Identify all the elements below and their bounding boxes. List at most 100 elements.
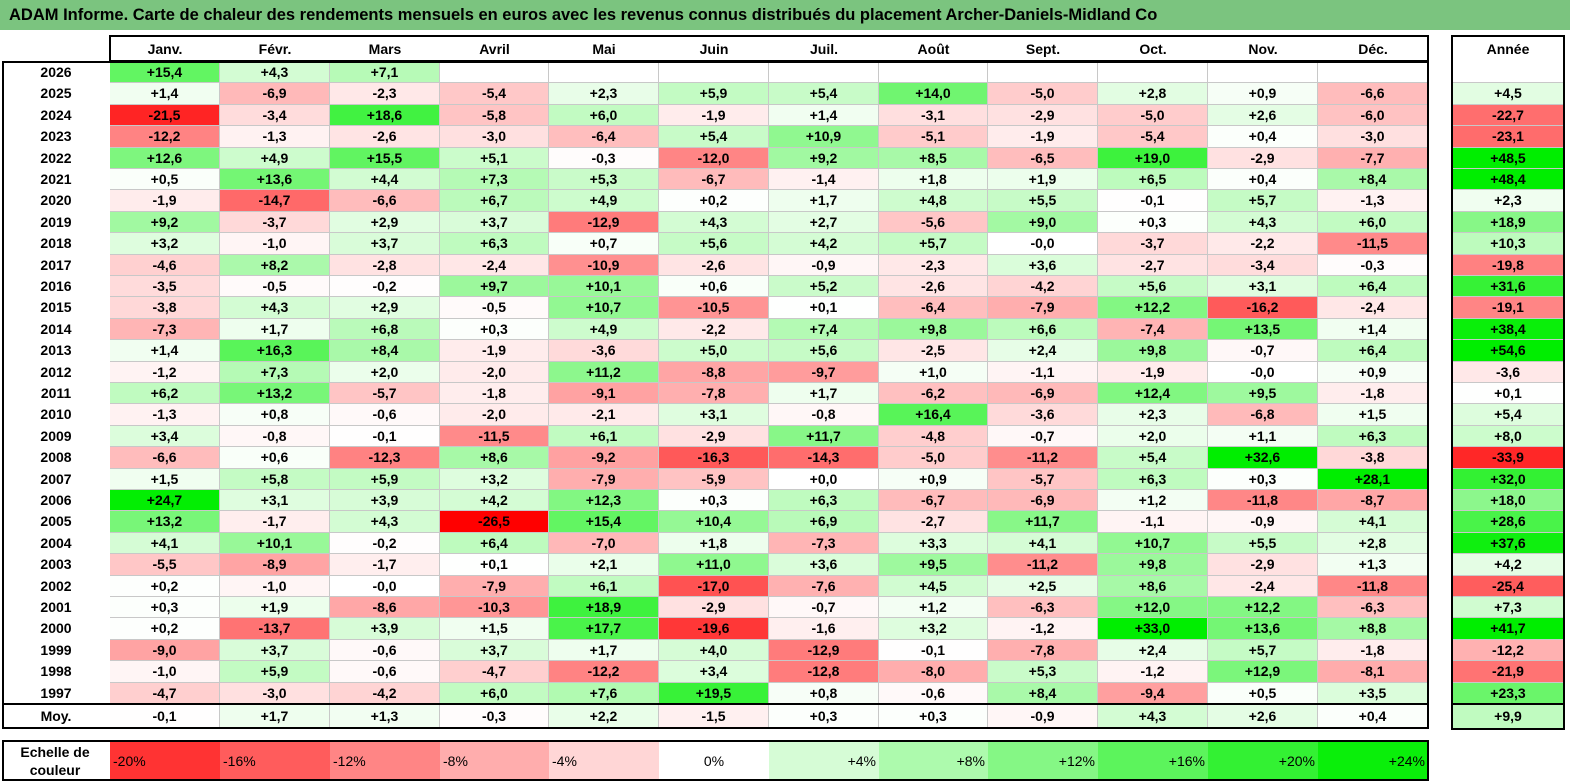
heatmap-cell: -0,6 [330,661,440,683]
heatmap-cell: -2,5 [879,340,988,362]
heatmap-cell: +10,7 [549,297,659,319]
heatmap-cell: +1,7 [549,639,659,662]
heatmap-cell: -11,8 [1318,575,1428,597]
heatmap-cell: +1,7 [769,190,879,212]
color-scale-step: +24% [1318,741,1428,781]
heatmap-cell: -3,6 [988,404,1098,426]
heatmap-cell: -0,1 [1098,190,1208,212]
row-year-label: 2015 [2,297,110,319]
year-total-cell: +8,0 [1452,425,1564,448]
heatmap-cell: +1,3 [1318,554,1428,576]
row-year-label: 2004 [2,532,110,555]
month-header: Août [879,36,988,62]
heatmap-cell: +3,1 [1208,276,1318,298]
heatmap-cell: +24,7 [110,490,220,512]
heatmap-cell: -16,2 [1208,297,1318,319]
heatmap-cell: +12,6 [110,147,220,169]
year-total-cell: -23,1 [1452,126,1564,148]
heatmap-cell: +13,6 [220,169,330,191]
year-total-cell: -25,4 [1452,575,1564,597]
heatmap-cell: -12,3 [330,447,440,469]
heatmap-cell: -1,9 [988,126,1098,148]
heatmap-cell: +3,7 [440,211,549,234]
row-year-label: 2011 [2,383,110,405]
average-cell: +0,3 [879,704,988,729]
heatmap-cell: -26,5 [440,511,549,533]
heatmap-cell: +13,2 [220,383,330,405]
heatmap-cell: -2,3 [330,83,440,105]
heatmap-cell: +5,6 [769,340,879,362]
heatmap-cell: -6,6 [1318,83,1428,105]
heatmap-cell: +11,7 [769,425,879,448]
year-total-cell: -12,2 [1452,639,1564,662]
heatmap-cell: -11,5 [440,425,549,448]
heatmap-cell: -0,6 [879,682,988,704]
heatmap-cell: +4,3 [220,297,330,319]
heatmap-cell: +14,0 [879,83,988,105]
heatmap-cell: -6,0 [1318,104,1428,127]
heatmap-cell: -0,6 [330,639,440,662]
heatmap-cell: +3,1 [220,490,330,512]
month-header: Mars [330,36,440,62]
heatmap-cell: -7,3 [769,532,879,555]
heatmap-cell: +2,9 [330,211,440,234]
heatmap-cell: +7,3 [220,361,330,383]
heatmap-cell: +3,4 [659,661,769,683]
heatmap-cell: -6,2 [879,383,988,405]
heatmap-cell: -2,9 [988,104,1098,127]
heatmap-cell: -3,7 [1098,233,1208,255]
heatmap-cell: -2,8 [330,254,440,276]
heatmap-cell: -0,1 [330,425,440,448]
color-scale-step: -20% [110,741,220,781]
heatmap-cell: -11,5 [1318,233,1428,255]
heatmap-cell: +8,5 [879,147,988,169]
heatmap-cell: -9,1 [549,383,659,405]
heatmap-cell: +3,1 [659,404,769,426]
heatmap-cell: +0,3 [110,597,220,619]
heatmap-cell: +7,1 [330,62,440,84]
heatmap-cell: +1,9 [220,597,330,619]
heatmap-cell: -5,7 [330,383,440,405]
heatmap-cell: +0,2 [110,618,220,640]
average-cell: -1,5 [659,704,769,729]
row-year-label: 2003 [2,554,110,576]
heatmap-cell: +8,6 [1098,575,1208,597]
month-header: Déc. [1318,36,1428,62]
heatmap-cell: -1,3 [220,126,330,148]
average-cell: -0,1 [110,704,220,729]
heatmap-cell: +5,6 [1098,276,1208,298]
heatmap-cell: -3,8 [110,297,220,319]
heatmap-cell: +3,9 [330,490,440,512]
average-cell: -0,9 [988,704,1098,729]
heatmap-cell: -12,2 [110,126,220,148]
row-year-label: 2010 [2,404,110,426]
heatmap-cell: +7,4 [769,318,879,341]
heatmap-cell: +4,2 [769,233,879,255]
heatmap-cell: +0,2 [659,190,769,212]
heatmap-cell: +6,9 [769,511,879,533]
row-year-label: 2006 [2,490,110,512]
year-total-cell: +28,6 [1452,511,1564,533]
color-scale-label: Echelle de couleur [20,744,90,778]
heatmap-cell: +1,2 [1098,490,1208,512]
heatmap-cell: -2,7 [879,511,988,533]
heatmap-cell: -8,1 [1318,661,1428,683]
heatmap-cell: +4,3 [1208,211,1318,234]
heatmap-cell: +18,9 [549,597,659,619]
heatmap-cell: -7,9 [988,297,1098,319]
heatmap-cell: +0,9 [1318,361,1428,383]
heatmap-cell: +8,4 [988,682,1098,704]
heatmap-cell: -8,6 [330,597,440,619]
heatmap-cell [1208,62,1318,84]
month-header: Janv. [110,36,220,62]
average-cell: +4,3 [1098,704,1208,729]
heatmap-cell: -1,8 [1318,639,1428,662]
heatmap-cell: +5,0 [659,340,769,362]
heatmap-cell: -7,0 [549,532,659,555]
heatmap-cell: -21,5 [110,104,220,127]
heatmap-cell: +13,6 [1208,618,1318,640]
heatmap-cell: -2,4 [440,254,549,276]
year-total-cell: -22,7 [1452,104,1564,127]
heatmap-cell: -5,7 [988,468,1098,490]
year-total-cell: +18,9 [1452,211,1564,234]
